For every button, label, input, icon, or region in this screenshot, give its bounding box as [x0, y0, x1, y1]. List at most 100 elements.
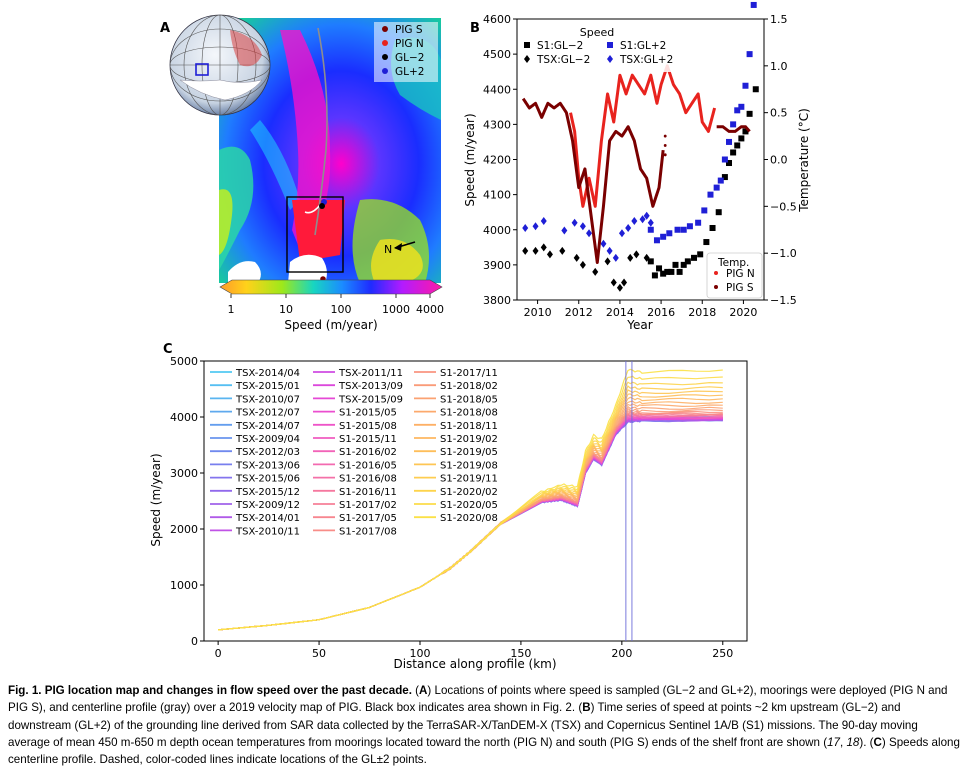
data-point-diamond: [612, 253, 619, 262]
data-point-square: [709, 224, 716, 231]
data-point-square: [721, 174, 728, 181]
figure-caption: Fig. 1. PIG location map and changes in …: [8, 684, 960, 767]
y-tick-label: 4500: [483, 48, 511, 61]
data-point-diamond: [610, 278, 617, 287]
data-point-diamond: [573, 253, 580, 262]
data-point-square: [680, 226, 687, 233]
data-point-diamond: [647, 218, 654, 227]
data-point-diamond: [561, 226, 568, 235]
legend-label: S1-2016/05: [339, 460, 397, 471]
x-tick-label: 0: [215, 647, 222, 660]
legend-label: S1-2016/11: [339, 487, 397, 498]
legend-label: S1-2019/02: [440, 434, 498, 445]
series-TSX:GL−2: [522, 243, 650, 292]
legend-label: PIG S: [395, 24, 423, 36]
y-tick-label: 3000: [170, 467, 198, 480]
data-point-square: [651, 272, 658, 279]
y-tick-label: 4600: [483, 13, 511, 26]
caption-ref[interactable]: 18: [846, 735, 860, 749]
y2-tick-label: 1.0: [770, 60, 788, 73]
legend-label: S1-2015/08: [339, 421, 397, 432]
data-point-square: [715, 209, 722, 216]
temperature-trace: [716, 125, 751, 133]
legend-label: TSX-2009/12: [235, 500, 300, 511]
data-point-square: [653, 237, 660, 244]
speed-legend-label: TSX:GL−2: [536, 54, 590, 66]
series-PIG N: [569, 64, 717, 208]
data-point-square: [738, 103, 745, 110]
legend-label: S1-2017/11: [440, 368, 498, 379]
y-tick-label: 0: [191, 635, 198, 648]
y2-tick-label: 0.0: [770, 154, 788, 167]
globe-inset: [169, 14, 271, 116]
series-S1:GL−2: [647, 86, 759, 279]
colorbar-label: Speed (m/year): [284, 318, 377, 332]
x-tick-label: 250: [712, 647, 733, 660]
legend-label: TSX-2009/04: [235, 434, 300, 445]
y-tick-label: 4400: [483, 83, 511, 96]
north-arrow-icon: [394, 243, 402, 251]
legend-label: S1-2016/08: [339, 474, 397, 485]
figure: A N: [149, 1, 811, 671]
legend-label: TSX-2015/09: [338, 394, 403, 405]
data-point-diamond: [607, 55, 613, 63]
legend-label: S1-2019/11: [440, 474, 498, 485]
legend-label: S1-2020/05: [440, 500, 498, 511]
speed-legend: Speed S1:GL−2 TSX:GL−2 S1:GL+2 TSX:GL+2: [519, 22, 684, 72]
legend-label: S1-2016/02: [339, 447, 397, 458]
legend-label: S1-2018/08: [440, 408, 498, 419]
data-point-diamond: [639, 215, 646, 224]
data-point-dot: [663, 134, 667, 138]
caption-b-end: ).: [859, 735, 867, 749]
legend-label: S1-2018/11: [440, 421, 498, 432]
caption-ref[interactable]: 17: [827, 735, 840, 749]
y-tick-label: 4000: [170, 411, 198, 424]
legend-label: TSX-2014/04: [235, 368, 300, 379]
data-point-diamond: [579, 260, 586, 269]
data-point-diamond: [616, 283, 623, 292]
data-point-diamond: [522, 223, 529, 232]
data-point-diamond: [532, 222, 539, 231]
data-point-diamond: [604, 257, 611, 266]
legend-label: S1-2017/08: [339, 526, 397, 537]
legend-marker: [382, 40, 388, 46]
panel-a-legend: PIG S PIG N GL−2 GL+2: [374, 22, 438, 82]
caption-b-text: Time series of speed at points ~2 km ups…: [8, 701, 918, 749]
legend-label: TSX-2010/07: [235, 394, 300, 405]
temp-legend-title: Temp.: [717, 257, 749, 269]
data-point-square: [668, 268, 675, 275]
temperature-trace: [569, 64, 717, 208]
legend-label: TSX-2015/01: [235, 381, 300, 392]
data-point-square: [660, 270, 667, 277]
data-point-square: [707, 191, 714, 198]
temp-legend-label: PIG S: [726, 282, 754, 294]
data-point-square: [674, 226, 681, 233]
legend-label: S1-2017/05: [339, 513, 397, 524]
data-point-diamond: [559, 246, 566, 255]
gl-minus2-point: [319, 203, 325, 209]
legend-label: S1-2020/08: [440, 513, 498, 524]
legend-label: GL+2: [395, 66, 424, 78]
data-point-square: [717, 177, 724, 184]
data-point-square: [680, 261, 687, 268]
data-point-diamond: [631, 216, 638, 225]
data-point-square: [607, 42, 613, 48]
panel-c-xlabel: Distance along profile (km): [393, 657, 556, 671]
data-point-diamond: [633, 250, 640, 259]
data-point-square: [746, 51, 753, 58]
data-point-diamond: [540, 243, 547, 252]
temp-legend-marker: [714, 285, 718, 289]
panel-b-ylabel: Speed (m/year): [463, 113, 477, 206]
panel-a: A N: [160, 14, 444, 332]
y2-tick-label: 1.5: [770, 13, 788, 26]
caption-c-label: C: [873, 735, 882, 749]
series-TSX:GL+2: [522, 211, 654, 262]
series-S1:GL+2: [647, 1, 757, 244]
colorbar-tick: 1: [228, 303, 235, 316]
x-tick-label: 200: [611, 647, 632, 660]
x-tick-label: 2020: [729, 306, 757, 319]
data-point-square: [664, 268, 671, 275]
data-point-diamond: [532, 246, 539, 255]
x-tick-label: 150: [510, 647, 531, 660]
x-tick-label: 2012: [565, 306, 593, 319]
